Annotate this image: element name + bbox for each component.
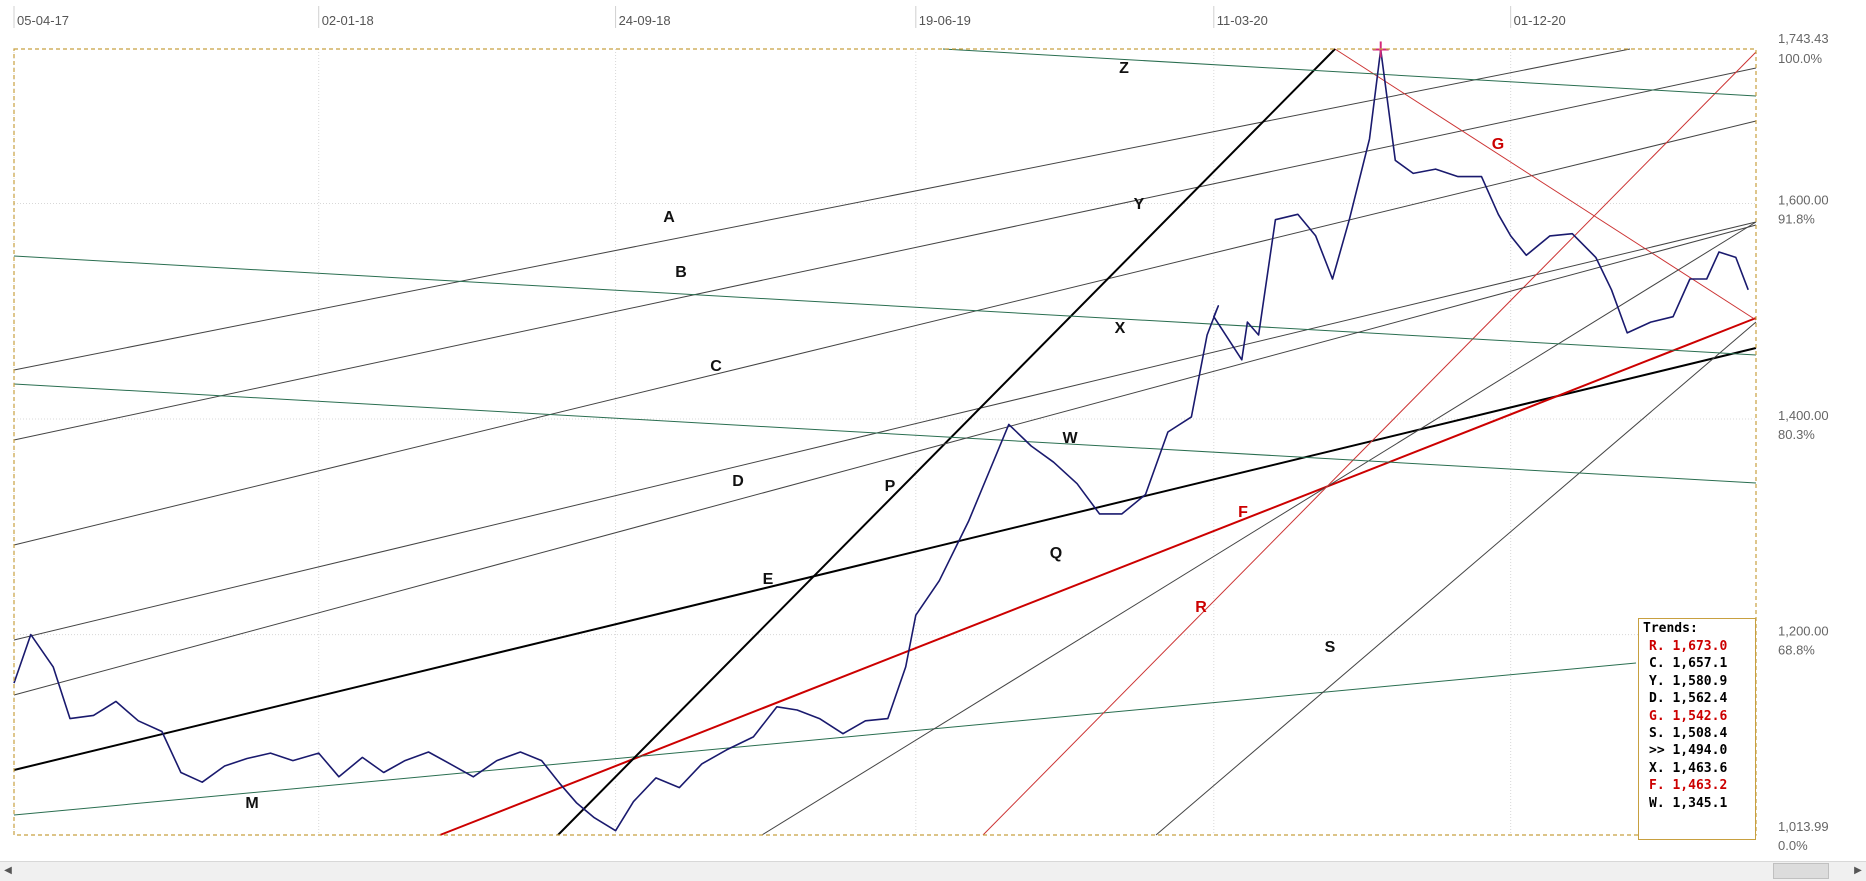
trendline-label-d: D bbox=[732, 473, 744, 490]
trend-value: G. 1,542.6 bbox=[1649, 708, 1728, 724]
x-tick-label: 02-01-18 bbox=[322, 13, 374, 28]
trend-value: R. 1,673.0 bbox=[1649, 639, 1728, 654]
y-axis: 1,743.43 100.0% 1,600.00 91.8% 1,400.00 80.3%… bbox=[1778, 31, 1829, 853]
trendline-label-x: X bbox=[1115, 320, 1126, 337]
x-tick-label: 05-04-17 bbox=[17, 13, 69, 28]
trend-value: >> 1,494.0 bbox=[1649, 743, 1728, 759]
y-tick-label: 1,600.00 bbox=[1778, 193, 1829, 208]
trend-value: W. 1,345.1 bbox=[1649, 795, 1728, 811]
y-tick-label: 1,200.00 bbox=[1778, 624, 1829, 639]
trendline-label-r: R bbox=[1195, 599, 1207, 616]
y-tick-percent: 0.0% bbox=[1778, 838, 1808, 853]
grid bbox=[13, 49, 1756, 835]
trendline-label-z: Z bbox=[1119, 60, 1129, 77]
plot-frame bbox=[13, 48, 1757, 836]
y-tick-label: 1,013.99 bbox=[1778, 819, 1829, 834]
trendline-m bbox=[13, 662, 1637, 816]
trendline-label-e: E bbox=[763, 571, 774, 588]
trendline-label-a: A bbox=[663, 209, 675, 226]
trendline-label-q: Q bbox=[1050, 545, 1062, 562]
trendline-z bbox=[942, 48, 1757, 97]
trendline-label-p: P bbox=[885, 478, 896, 495]
trend-value: C. 1,657.1 bbox=[1649, 656, 1728, 672]
trendline-f bbox=[439, 317, 1757, 836]
trendline-r bbox=[982, 51, 1757, 836]
scroll-thumb[interactable] bbox=[1773, 863, 1829, 879]
x-tick-label: 24-09-18 bbox=[619, 13, 671, 28]
trendline-label-g: G bbox=[1492, 136, 1504, 153]
scroll-right-icon[interactable]: ▶ bbox=[1854, 865, 1862, 876]
trendline-d bbox=[13, 221, 1757, 641]
horizontal-scrollbar[interactable]: ◀ ▶ bbox=[0, 861, 1866, 881]
trendline-label-y: Y bbox=[1134, 196, 1145, 213]
trendline-label-w: W bbox=[1062, 430, 1078, 447]
y-tick-percent: 80.3% bbox=[1778, 427, 1815, 442]
x-tick-label: 19-06-19 bbox=[919, 13, 971, 28]
trendline-s bbox=[1155, 321, 1757, 836]
y-tick-percent: 91.8% bbox=[1778, 212, 1815, 227]
trendline-labels: A B C D E F G M P Q R S W X Y Z bbox=[245, 60, 1504, 812]
y-tick-label: 1,743.43 bbox=[1778, 31, 1829, 46]
trendline-label-f: F bbox=[1238, 504, 1248, 521]
trend-value: X. 1,463.6 bbox=[1649, 760, 1728, 776]
trendline-x bbox=[13, 255, 1757, 356]
trendline-w bbox=[13, 383, 1757, 484]
trendlines bbox=[13, 48, 1757, 836]
chart: 05-04-17 02-01-18 24-09-18 19-06-19 11-03-20… bbox=[13, 6, 1829, 853]
y-tick-label: 1,400.00 bbox=[1778, 408, 1829, 423]
trendline-label-m: M bbox=[245, 795, 258, 812]
trendline-c bbox=[13, 120, 1757, 546]
trendline-p bbox=[557, 48, 1336, 836]
trend-value: Y. 1,580.9 bbox=[1649, 673, 1728, 689]
y-tick-percent: 100.0% bbox=[1778, 51, 1823, 66]
trends-title: Trends: bbox=[1643, 621, 1698, 636]
price-series bbox=[13, 48, 1749, 832]
trendline-label-b: B bbox=[675, 264, 687, 281]
trendline-b bbox=[13, 67, 1757, 441]
x-tick-label: 01-12-20 bbox=[1514, 13, 1566, 28]
x-axis: 05-04-17 02-01-18 24-09-18 19-06-19 11-03-20… bbox=[13, 6, 1566, 28]
scroll-left-icon[interactable]: ◀ bbox=[4, 865, 12, 876]
price-line bbox=[13, 48, 1749, 832]
trendline-label-s: S bbox=[1325, 639, 1336, 656]
trendline-q bbox=[761, 221, 1757, 836]
trend-value: S. 1,508.4 bbox=[1649, 725, 1728, 741]
trend-value: D. 1,562.4 bbox=[1649, 691, 1728, 707]
trend-value: F. 1,463.2 bbox=[1649, 778, 1728, 794]
trendline-g bbox=[1334, 48, 1757, 321]
trends-legend: Trends: R. 1,673.0 C. 1,657.1 Y. 1,580.9 D.… bbox=[1638, 618, 1756, 840]
trendline-y bbox=[13, 224, 1757, 696]
x-tick-label: 11-03-20 bbox=[1217, 13, 1268, 28]
trendline-e bbox=[13, 347, 1757, 771]
y-tick-percent: 68.8% bbox=[1778, 643, 1815, 658]
trendline-label-c: C bbox=[710, 358, 722, 375]
trendline-a bbox=[13, 48, 1631, 371]
